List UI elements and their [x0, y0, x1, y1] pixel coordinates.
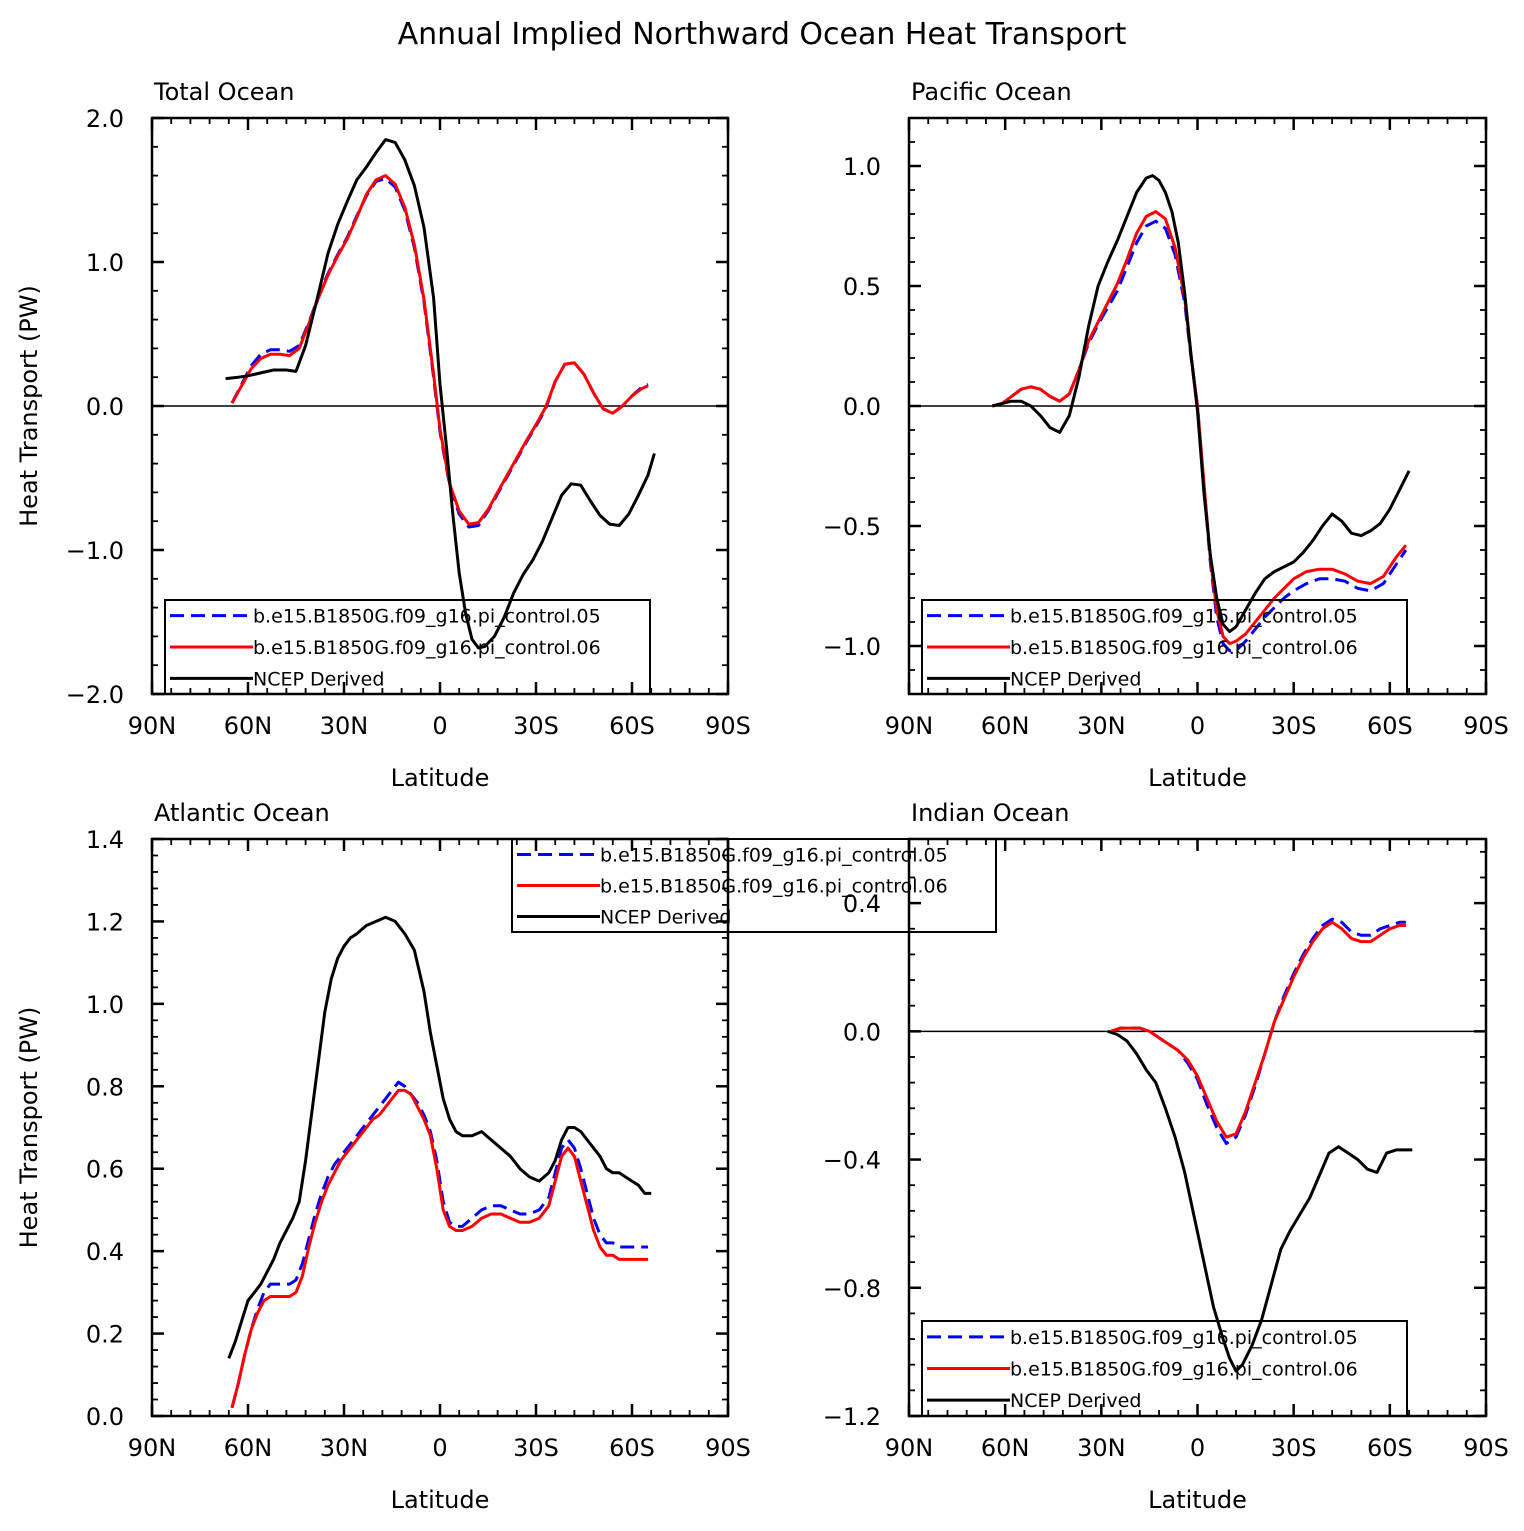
y-tick-label: 0.0 [86, 393, 124, 421]
series-line-b-e15-b1850g-f09-g16-pi-control-06 [230, 1088, 648, 1409]
legend-box [921, 1320, 1408, 1417]
legend-label: NCEP Derived [1010, 668, 1141, 690]
x-tick-label: 0 [432, 1434, 447, 1462]
legend-box [511, 838, 997, 933]
legend: b.e15.B1850G.f09_g16.pi_control.05 b.e15.… [921, 599, 1408, 695]
y-axis-label: Heat Transport (PW) [15, 1007, 43, 1249]
legend-label: b.e15.B1850G.f09_g16.pi_control.06 [600, 876, 948, 898]
y-tick-label: 0.0 [86, 1403, 124, 1431]
x-tick-label: 30N [1077, 712, 1126, 740]
y-tick-label: 2.0 [86, 105, 124, 133]
x-axis-label: Latitude [1148, 1486, 1247, 1514]
legend-label: NCEP Derived [253, 668, 384, 690]
series-line-b-e15-b1850g-f09-g16-pi-control-06 [230, 174, 649, 526]
x-tick-label: 30S [513, 1434, 559, 1462]
x-tick-label: 90S [1463, 712, 1509, 740]
y-tick-label: 1.0 [86, 249, 124, 277]
x-tick-label: 90S [1463, 1434, 1509, 1462]
x-tick-label: 60S [609, 1434, 655, 1462]
y-tick-label: 0.0 [843, 1018, 881, 1046]
y-axis-label: Heat Transport (PW) [15, 285, 43, 527]
x-tick-label: 60N [224, 1434, 273, 1462]
legend-label: b.e15.B1850G.f09_g16.pi_control.06 [253, 637, 601, 659]
x-tick-label: 0 [1190, 712, 1205, 740]
y-tick-label: −1.0 [823, 633, 881, 661]
y-tick-label: 0.5 [843, 273, 881, 301]
x-tick-label: 30S [1271, 1434, 1317, 1462]
series-line-ncep-derived [991, 174, 1411, 634]
x-tick-label: 90N [128, 1434, 177, 1462]
x-tick-label: 60N [981, 1434, 1030, 1462]
y-tick-label: 0.8 [86, 1073, 124, 1101]
legend-label: b.e15.B1850G.f09_g16.pi_control.05 [600, 845, 948, 867]
x-tick-label: 0 [432, 712, 447, 740]
x-tick-label: 30N [1077, 1434, 1126, 1462]
y-tick-label: −0.8 [823, 1275, 881, 1303]
legend: b.e15.B1850G.f09_g16.pi_control.05 b.e15.… [511, 838, 997, 933]
legend-label: NCEP Derived [1010, 1390, 1141, 1412]
y-tick-label: 0.4 [843, 890, 881, 918]
x-tick-label: 90N [885, 712, 934, 740]
y-tick-label: 0.2 [86, 1321, 124, 1349]
panel-title: Atlantic Ocean [154, 799, 330, 827]
x-axis-label: Latitude [391, 1486, 490, 1514]
x-tick-label: 90N [128, 712, 177, 740]
legend-box [921, 599, 1408, 695]
legend-label: b.e15.B1850G.f09_g16.pi_control.05 [1010, 1327, 1358, 1349]
series-line-b-e15-b1850g-f09-g16-pi-control-06 [1110, 920, 1406, 1139]
legend: b.e15.B1850G.f09_g16.pi_control.05 b.e15.… [921, 1320, 1408, 1417]
x-axis-label: Latitude [1148, 764, 1247, 792]
x-tick-label: 90S [705, 1434, 751, 1462]
x-tick-label: 90N [885, 1434, 934, 1462]
panel-total-ocean: 90N 60N 30N 0 30S 60S 90S −2.0 −1.0 0.0 1.0 2.0 Tota… [15, 78, 751, 792]
panel-title: Total Ocean [153, 78, 294, 106]
x-tick-label: 0 [1190, 1434, 1205, 1462]
legend-label: b.e15.B1850G.f09_g16.pi_control.06 [1010, 637, 1358, 659]
series-line-ncep-derived [225, 138, 656, 650]
y-tick-label: 1.0 [86, 991, 124, 1019]
y-tick-label: 0.0 [843, 393, 881, 421]
legend: b.e15.B1850G.f09_g16.pi_control.05 b.e15.… [164, 599, 651, 695]
y-tick-label: 1.2 [86, 908, 124, 936]
y-tick-label: 0.4 [86, 1238, 124, 1266]
series-line-b-e15-b1850g-f09-g16-pi-control-05 [230, 1080, 648, 1409]
y-tick-label: −1.2 [823, 1403, 881, 1431]
y-tick-label: −1.0 [66, 537, 124, 565]
y-tick-label: −0.5 [823, 513, 881, 541]
panel-indian-ocean: 90N 60N 30N 0 30S 60S 90S −1.2 −0.8 −0.4 0.0 0.4 Ind… [823, 799, 1509, 1514]
legend-label: b.e15.B1850G.f09_g16.pi_control.06 [1010, 1359, 1358, 1381]
y-tick-label: 1.0 [843, 153, 881, 181]
series-line-ncep-derived [1107, 1029, 1413, 1373]
x-tick-label: 30N [320, 1434, 369, 1462]
x-tick-label: 30S [1271, 712, 1317, 740]
x-tick-label: 60N [224, 712, 273, 740]
x-tick-label: 60S [1367, 1434, 1413, 1462]
legend-label: b.e15.B1850G.f09_g16.pi_control.05 [253, 606, 601, 628]
panel-pacific-ocean: 90N 60N 30N 0 30S 60S 90S −1.0 −0.5 0.0 0.5 1.0 Paci… [823, 78, 1509, 792]
panel-title: Pacific Ocean [911, 78, 1072, 106]
y-tick-label: 1.4 [86, 826, 124, 854]
panel-atlantic-ocean: 90N 60N 30N 0 30S 60S 90S 0.0 0.2 0.4 0.6 0.8 1.0 1.2… [15, 799, 997, 1514]
x-tick-label: 90S [705, 712, 751, 740]
y-tick-label: 0.6 [86, 1156, 124, 1184]
x-tick-label: 60N [981, 712, 1030, 740]
x-axis-label: Latitude [391, 764, 490, 792]
series-line-ncep-derived [227, 915, 652, 1359]
panel-title: Indian Ocean [911, 799, 1070, 827]
x-tick-label: 60S [1367, 712, 1413, 740]
x-tick-label: 60S [609, 712, 655, 740]
legend-label: b.e15.B1850G.f09_g16.pi_control.05 [1010, 606, 1358, 628]
figure-title: Annual Implied Northward Ocean Heat Tran… [398, 17, 1127, 52]
legend-label: NCEP Derived [600, 907, 731, 929]
x-tick-label: 30N [320, 712, 369, 740]
y-tick-label: −2.0 [66, 681, 124, 709]
y-tick-label: −0.4 [823, 1147, 881, 1175]
legend-box [164, 599, 651, 695]
x-tick-label: 30S [513, 712, 559, 740]
